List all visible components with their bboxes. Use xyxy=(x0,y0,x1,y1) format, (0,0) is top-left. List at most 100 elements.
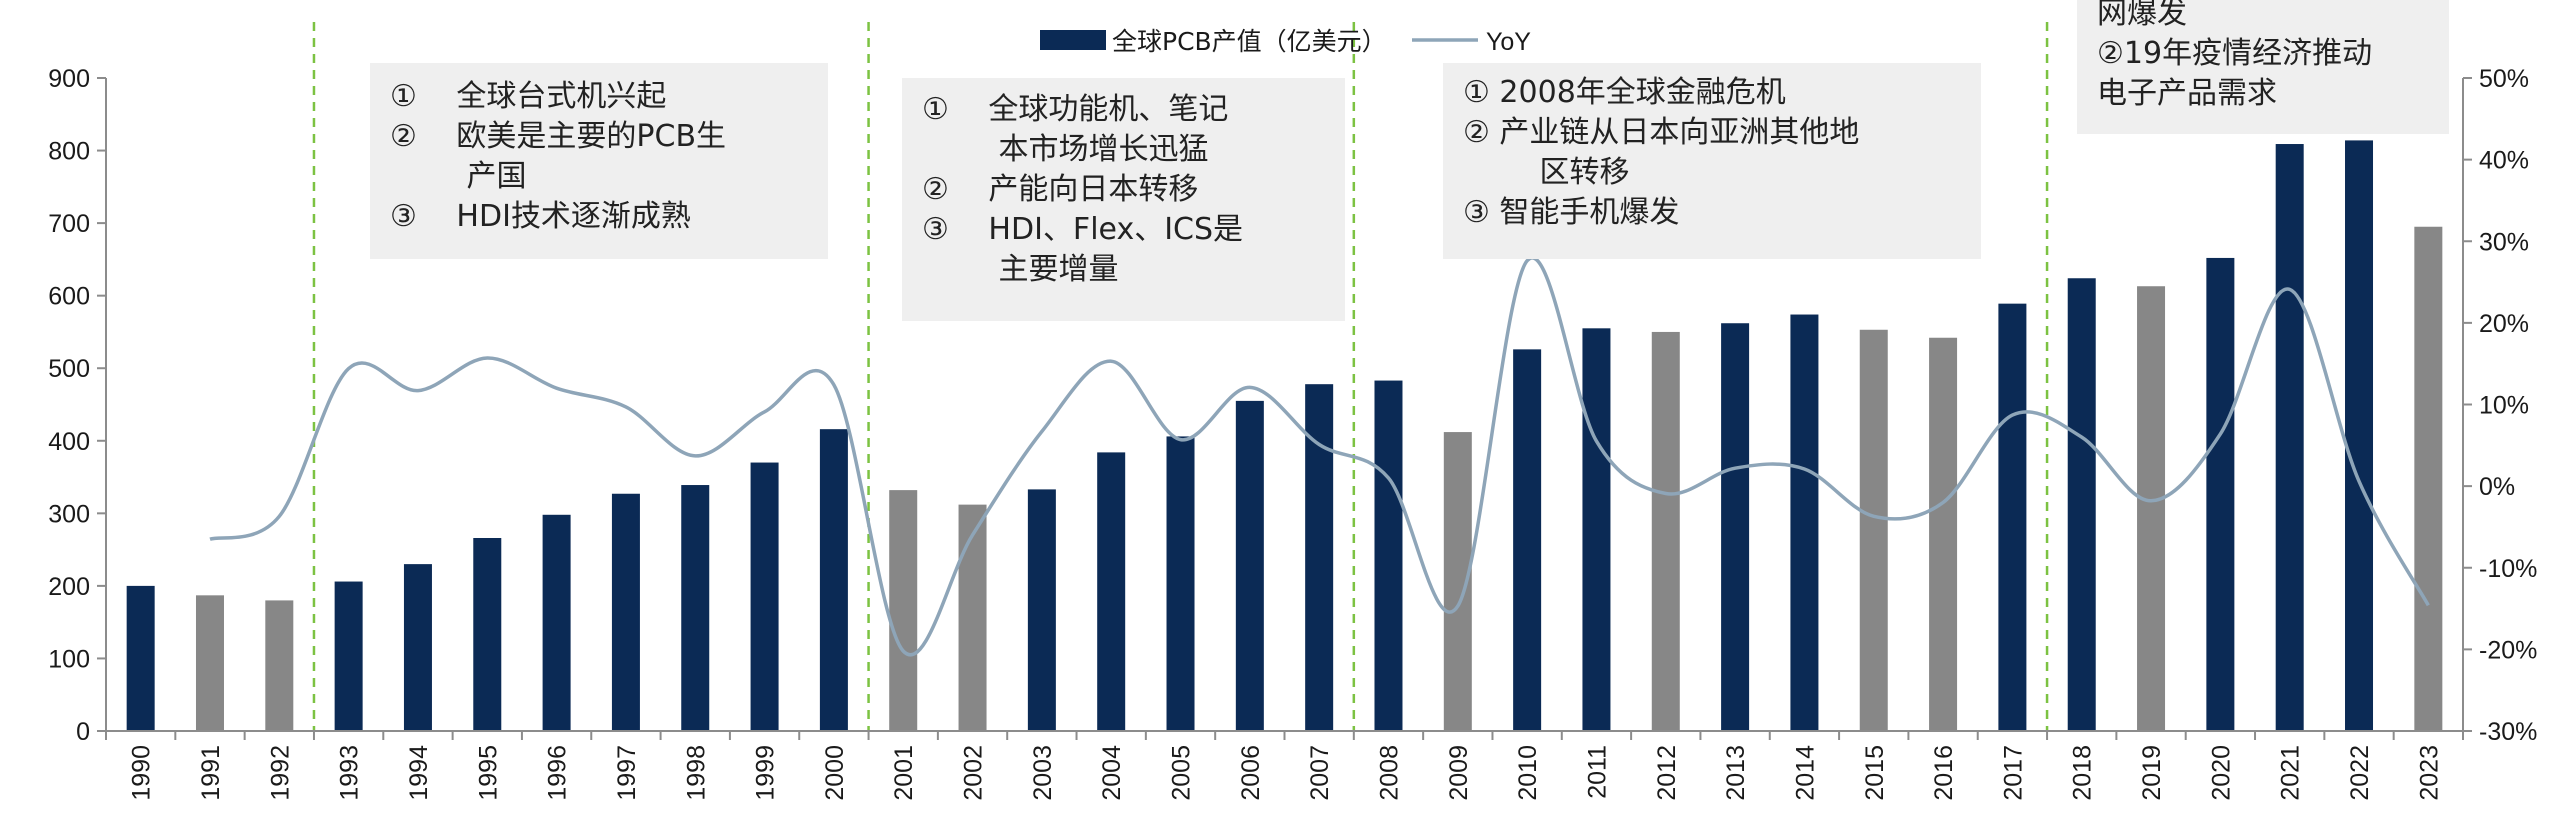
left-tick-label: 600 xyxy=(48,283,90,311)
x-tick-label-2006: 2006 xyxy=(1237,745,1265,801)
left-tick-label: 300 xyxy=(48,500,90,528)
bar-1994 xyxy=(403,564,432,731)
bar-2015 xyxy=(1859,329,1888,731)
bar-2002 xyxy=(958,504,987,731)
bar-2014 xyxy=(1790,314,1819,731)
bar-1990 xyxy=(126,585,155,731)
bar-2000 xyxy=(819,429,848,731)
x-tick-label-2004: 2004 xyxy=(1098,745,1126,801)
bar-1995 xyxy=(473,538,502,731)
left-tick-label: 0 xyxy=(76,718,90,746)
bar-1993 xyxy=(334,581,363,731)
x-tick-label-2010: 2010 xyxy=(1514,745,1542,801)
annotation-line: 本市场增长迅猛 xyxy=(998,132,1209,167)
annotation-line: 产国 xyxy=(466,159,527,194)
bar-series xyxy=(126,140,2443,732)
right-tick-label: 0% xyxy=(2479,473,2515,501)
bar-2004 xyxy=(1097,452,1126,731)
bar-2010 xyxy=(1513,349,1542,731)
bar-2007 xyxy=(1305,384,1334,731)
bar-2019 xyxy=(2137,286,2166,731)
bar-2006 xyxy=(1235,400,1264,731)
right-tick-label: 20% xyxy=(2479,310,2529,338)
right-tick-label: -10% xyxy=(2479,555,2537,583)
bar-2022 xyxy=(2345,140,2374,732)
x-tick-label-2019: 2019 xyxy=(2138,745,2166,801)
annotation-line: ① 全球功能机、笔记 xyxy=(922,92,1229,127)
x-tick-label-2003: 2003 xyxy=(1029,745,1057,801)
annotation-line: 主要增量 xyxy=(998,252,1119,287)
x-tick-label-2007: 2007 xyxy=(1306,745,1334,801)
bar-2020 xyxy=(2206,257,2235,731)
bar-1999 xyxy=(750,462,779,731)
left-tick-label: 400 xyxy=(48,428,90,456)
bar-2021 xyxy=(2275,144,2304,731)
x-tick-label-2002: 2002 xyxy=(960,745,988,801)
annotation-line: ③ HDI、Flex、ICS是 xyxy=(922,212,1244,247)
x-tick-label-1990: 1990 xyxy=(128,745,156,801)
annotation-line: ②19年疫情经济推动 xyxy=(2097,36,2373,71)
bar-1996 xyxy=(542,514,571,731)
x-tick-label-2020: 2020 xyxy=(2207,745,2235,801)
x-tick-label-2005: 2005 xyxy=(1168,745,1196,801)
annotation-line: 电子产品需求 xyxy=(2097,76,2277,111)
right-tick-label: 50% xyxy=(2479,65,2529,93)
x-tick-label-2015: 2015 xyxy=(1861,745,1889,801)
period-dividers xyxy=(312,22,2049,731)
bar-2011 xyxy=(1582,328,1611,731)
bar-1992 xyxy=(265,600,294,731)
left-tick-label: 900 xyxy=(48,65,90,93)
bar-2005 xyxy=(1166,436,1195,731)
legend-line-label: YoY xyxy=(1486,28,1531,56)
left-tick-label: 700 xyxy=(48,210,90,238)
bar-2013 xyxy=(1721,323,1750,731)
x-tick-label-2017: 2017 xyxy=(1999,745,2027,801)
annotation-line: 区转移 xyxy=(1539,155,1630,190)
annotation-box-2018: 网爆发 ②19年疫情经济推动 电子产品需求 xyxy=(2077,0,2449,134)
annotation-line: ① 2008年全球金融危机 xyxy=(1463,75,1786,110)
annotation-line: ② 产能向日本转移 xyxy=(922,172,1199,207)
left-tick-label: 800 xyxy=(48,138,90,166)
x-tick-label-2000: 2000 xyxy=(821,745,849,801)
annotation-line: ② 欧美是主要的PCB生 xyxy=(390,119,727,154)
x-tick-label-2011: 2011 xyxy=(1583,745,1611,799)
bar-1998 xyxy=(681,485,710,731)
x-tick-label-1999: 1999 xyxy=(752,745,780,801)
x-tick-label-2016: 2016 xyxy=(1930,745,1958,801)
bar-2003 xyxy=(1027,489,1056,731)
annotation-line: 网爆发 xyxy=(2097,0,2187,31)
x-tick-label-1992: 1992 xyxy=(266,745,294,801)
bar-2012 xyxy=(1651,331,1680,731)
left-tick-label: 500 xyxy=(48,355,90,383)
annotation-line: ③ HDI技术逐渐成熟 xyxy=(390,199,691,234)
legend-bar-label: 全球PCB产值（亿美元） xyxy=(1112,27,1387,56)
x-tick-label-2014: 2014 xyxy=(1791,745,1819,801)
x-tick-label-1998: 1998 xyxy=(682,745,710,801)
x-tick-label-1993: 1993 xyxy=(336,745,364,801)
x-tick-label-2023: 2023 xyxy=(2415,745,2443,801)
bar-2001 xyxy=(889,490,918,731)
left-tick-label: 100 xyxy=(48,645,90,673)
x-tick-label-1996: 1996 xyxy=(544,745,572,801)
bar-2016 xyxy=(1929,337,1958,731)
annotation-box-2008: ① 2008年全球金融危机 ② 产业链从日本向亚洲其他地区转移 ③ 智能手机爆发 xyxy=(1443,63,1981,259)
annotation-box-1990s: ① 全球台式机兴起 ② 欧美是主要的PCB生产国 ③ HDI技术逐渐成熟 xyxy=(370,63,828,259)
annotation-line: ① 全球台式机兴起 xyxy=(390,79,667,114)
x-tick-label-1994: 1994 xyxy=(405,745,433,801)
right-tick-label: -20% xyxy=(2479,636,2537,664)
right-tick-label: -30% xyxy=(2479,718,2537,746)
annotation-line: ② 产业链从日本向亚洲其他地 xyxy=(1463,115,1860,150)
axes: 0 100 200 300 400 500 600 700 800 900 -30% -20% -10%… xyxy=(48,65,2537,801)
x-tick-label-2012: 2012 xyxy=(1653,745,1681,801)
bar-2017 xyxy=(1998,303,2027,731)
right-tick-label: 10% xyxy=(2479,392,2529,420)
x-tick-label-2009: 2009 xyxy=(1445,745,1473,801)
right-tick-label: 40% xyxy=(2479,147,2529,175)
annotation-line: ③ 智能手机爆发 xyxy=(1463,195,1680,230)
x-tick-label-2021: 2021 xyxy=(2277,745,2305,801)
legend-bar-swatch xyxy=(1040,30,1106,50)
x-tick-label-2008: 2008 xyxy=(1375,745,1403,801)
x-tick-label-2013: 2013 xyxy=(1722,745,1750,801)
bar-1997 xyxy=(611,493,640,731)
